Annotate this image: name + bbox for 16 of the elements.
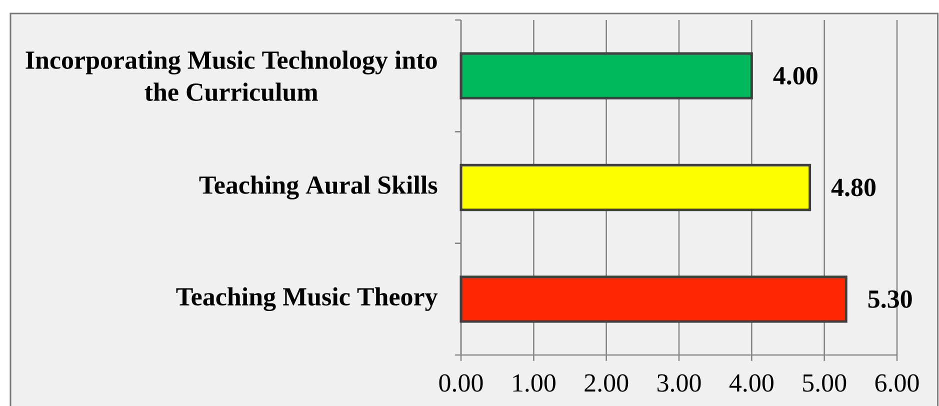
data-label: 4.00 bbox=[773, 66, 818, 85]
y-tick-label: Teaching Music Theory bbox=[176, 287, 438, 312]
bar bbox=[460, 276, 848, 323]
data-label: 5.30 bbox=[868, 290, 912, 308]
x-tick-label: 4.00 bbox=[729, 374, 774, 392]
data-label: 4.80 bbox=[831, 178, 876, 196]
bar bbox=[460, 164, 812, 212]
x-tick-label: 5.00 bbox=[803, 374, 846, 392]
y-tick-label: Teaching Aural Skills bbox=[199, 176, 438, 200]
x-tick-label: 6.00 bbox=[875, 374, 919, 392]
x-tick-label: 1.00 bbox=[513, 374, 556, 392]
x-tick-label: 3.00 bbox=[658, 374, 701, 392]
x-tick-label: 2.00 bbox=[584, 374, 628, 392]
bar bbox=[460, 52, 753, 100]
y-tick-label: Incorporating Music Technology into the Curriculum bbox=[26, 50, 437, 102]
x-tick-label: 0.00 bbox=[439, 374, 483, 392]
